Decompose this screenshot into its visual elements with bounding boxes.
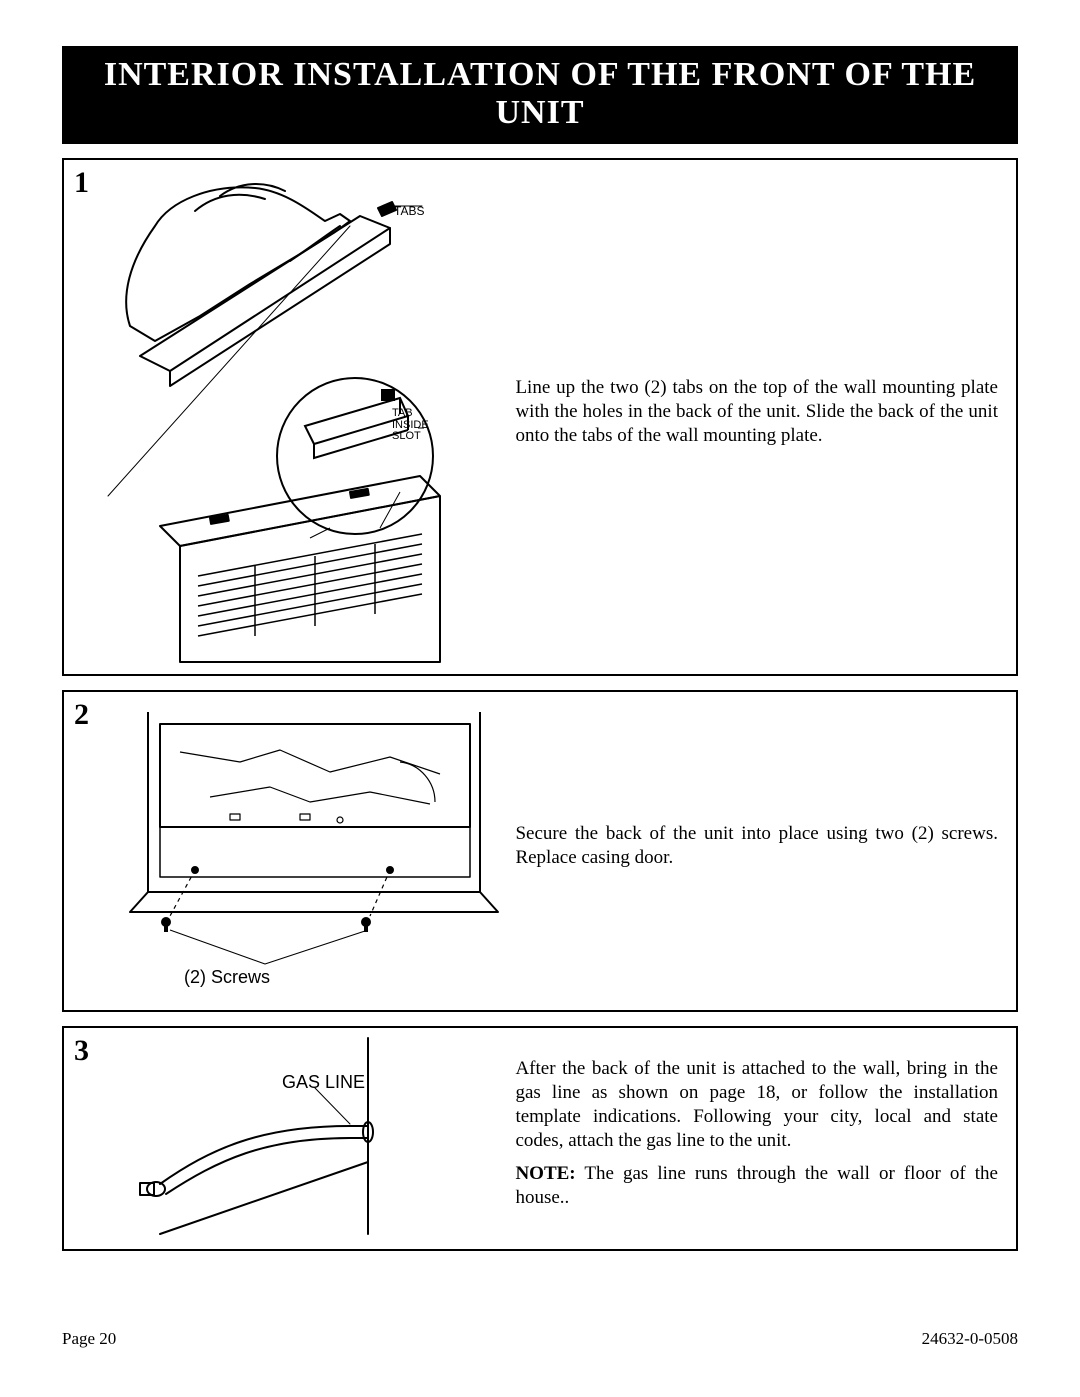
- tab-inside-slot-label: TAB INSIDE SLOT: [392, 408, 429, 443]
- step-3-figure: GAS LINE: [64, 1028, 511, 1249]
- footer-page-number: Page 20: [62, 1329, 116, 1349]
- step-2-text-area: Secure the back of the unit into place u…: [511, 692, 1016, 1010]
- note-text: The gas line runs through the wall or fl…: [515, 1163, 998, 1208]
- step-1-text-area: Line up the two (2) tabs on the top of t…: [511, 160, 1016, 674]
- screws-illustration-icon: [100, 702, 510, 982]
- section-title-bar: INTERIOR INSTALLATION OF THE FRONT OF TH…: [62, 46, 1018, 144]
- gas-line-label: GAS LINE: [282, 1072, 365, 1093]
- step-1-figure: TABS TAB INSIDE SLOT: [64, 160, 511, 674]
- step-3-note: NOTE: The gas line runs through the wall…: [515, 1162, 998, 1210]
- step-3-text: After the back of the unit is attached t…: [515, 1057, 998, 1152]
- step-2-panel: 2: [62, 690, 1018, 1012]
- tabs-label: TABS: [394, 204, 424, 218]
- step-1-panel: 1: [62, 158, 1018, 676]
- note-label: NOTE:: [515, 1163, 575, 1184]
- page-footer: Page 20 24632-0-0508: [62, 1329, 1018, 1349]
- mounting-illustration-icon: [100, 166, 500, 666]
- step-3-text-area: After the back of the unit is attached t…: [511, 1028, 1016, 1249]
- footer-doc-number: 24632-0-0508: [922, 1329, 1018, 1349]
- step-2-figure: (2) Screws: [64, 692, 511, 1010]
- step-1-text: Line up the two (2) tabs on the top of t…: [515, 376, 998, 447]
- gas-line-illustration-icon: [100, 1034, 500, 1244]
- screws-label: (2) Screws: [184, 967, 270, 988]
- section-title: INTERIOR INSTALLATION OF THE FRONT OF TH…: [104, 56, 976, 131]
- step-3-panel: 3 GAS LINE After the back of the: [62, 1026, 1018, 1251]
- step-2-text: Secure the back of the unit into place u…: [515, 822, 998, 870]
